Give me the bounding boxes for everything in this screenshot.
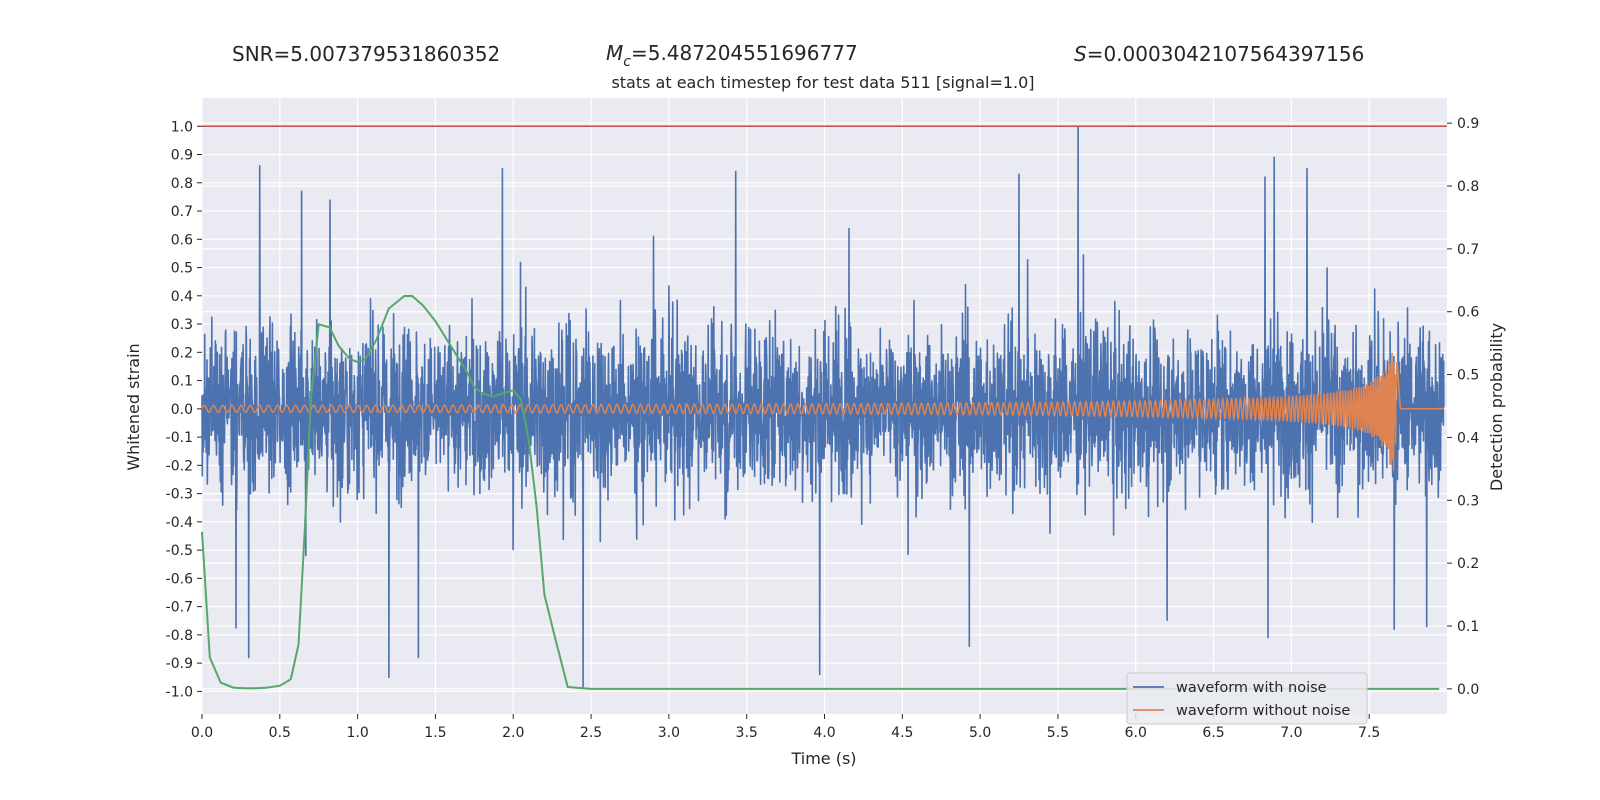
- y-tick-label: 0.3: [171, 317, 193, 333]
- y-tick-label: -0.3: [166, 487, 193, 503]
- x-tick-label: 2.5: [580, 725, 602, 741]
- y-tick-label: 0.8: [171, 176, 193, 192]
- x-axis-ticks: 0.0 0.5 1.0 1.5 2.0 2.5 3.0 3.5 4.0 4.5 5.0 5.5 6.0 6…: [191, 714, 1380, 741]
- y-tick-label: -0.9: [166, 656, 193, 672]
- x-tick-label: 0.5: [269, 725, 291, 741]
- y-tick-label: -0.6: [166, 571, 193, 587]
- y-tick-label: -1.0: [166, 684, 193, 700]
- y-axis-label: Whitened strain: [124, 343, 143, 470]
- x-tick-label: 3.0: [658, 725, 680, 741]
- y-tick-label: 0.6: [171, 232, 193, 248]
- stat-chirp-mass-subscript: c: [623, 54, 631, 70]
- y2-tick-label: 0.1: [1457, 619, 1479, 635]
- y2-tick-label: 0.0: [1457, 682, 1479, 698]
- x-tick-label: 4.0: [813, 725, 835, 741]
- x-axis-label: Time (s): [790, 749, 856, 768]
- y-tick-label: -0.8: [166, 628, 193, 644]
- x-tick-label: 5.0: [969, 725, 991, 741]
- series-waveform-without-noise: [201, 352, 1444, 471]
- stat-chirp-mass: Mc=5.487204551696777: [606, 41, 858, 70]
- y2-tick-label: 0.4: [1457, 430, 1479, 446]
- x-tick-label: 7.0: [1280, 725, 1302, 741]
- x-tick-label: 1.0: [346, 725, 368, 741]
- x-tick-label: 0.0: [191, 725, 213, 741]
- stat-snr: SNR=5.007379531860352: [232, 42, 500, 66]
- y2-tick-label: 0.5: [1457, 368, 1479, 384]
- y-tick-label: -0.5: [166, 543, 193, 559]
- noise-waveform-path: [201, 125, 1445, 690]
- probability-path: [201, 295, 1440, 690]
- y2-tick-label: 0.7: [1457, 242, 1479, 258]
- y2-tick-label: 0.3: [1457, 493, 1479, 509]
- y-tick-label: 0.5: [171, 261, 193, 277]
- y-tick-label: 0.1: [171, 374, 193, 390]
- x-tick-label: 7.5: [1358, 725, 1380, 741]
- chart-title: stats at each timestep for test data 511…: [611, 73, 1034, 92]
- legend-label-clean: waveform without noise: [1176, 703, 1350, 719]
- y-tick-label: -0.2: [166, 458, 193, 474]
- x-tick-label: 1.5: [424, 725, 446, 741]
- y-tick-label: 0.2: [171, 345, 193, 361]
- y-tick-label: 0.9: [171, 148, 193, 164]
- clean-waveform-path: [201, 352, 1444, 471]
- x-tick-label: 5.5: [1047, 725, 1069, 741]
- y2-tick-label: 0.2: [1457, 556, 1479, 572]
- y2-tick-label: 0.6: [1457, 305, 1479, 321]
- stat-s-symbol: S: [1074, 42, 1087, 66]
- y-tick-label: -0.4: [166, 515, 193, 531]
- y-tick-label: 0.7: [171, 204, 193, 220]
- x-tick-label: 4.5: [891, 725, 913, 741]
- stat-s: S=0.0003042107564397156: [1074, 42, 1364, 66]
- legend-label-noise: waveform with noise: [1176, 680, 1327, 696]
- x-tick-label: 2.0: [502, 725, 524, 741]
- x-tick-label: 6.5: [1202, 725, 1224, 741]
- stat-s-value: =0.0003042107564397156: [1087, 42, 1365, 66]
- stat-chirp-mass-symbol: M: [606, 41, 623, 65]
- series-waveform-with-noise: [201, 125, 1445, 690]
- y2-axis-ticks: 0.9 0.8 0.7 0.6 0.5 0.4 0.3 0.2 0.1 0.0: [1447, 116, 1479, 698]
- x-tick-label: 6.0: [1125, 725, 1147, 741]
- y-axis-ticks: 1.0 0.9 0.8 0.7 0.6 0.5 0.4 0.3 0.2 0.1 0.0 -0.1 -0.…: [166, 119, 202, 700]
- y2-tick-label: 0.9: [1457, 116, 1479, 132]
- y-tick-label: 0.4: [171, 289, 193, 305]
- y-tick-label: -0.1: [166, 430, 193, 446]
- legend-box: [1126, 672, 1368, 725]
- y-tick-label: -0.7: [166, 600, 193, 616]
- y-tick-label: 0.0: [171, 402, 193, 418]
- legend: waveform with noise waveform without noi…: [1126, 672, 1368, 725]
- y-tick-label: 1.0: [171, 119, 193, 135]
- x-tick-label: 3.5: [736, 725, 758, 741]
- y2-tick-label: 0.8: [1457, 179, 1479, 195]
- stat-chirp-mass-value: =5.487204551696777: [631, 41, 858, 65]
- y2-axis-label: Detection probability: [1487, 323, 1506, 491]
- series-detection-probability: [201, 295, 1440, 690]
